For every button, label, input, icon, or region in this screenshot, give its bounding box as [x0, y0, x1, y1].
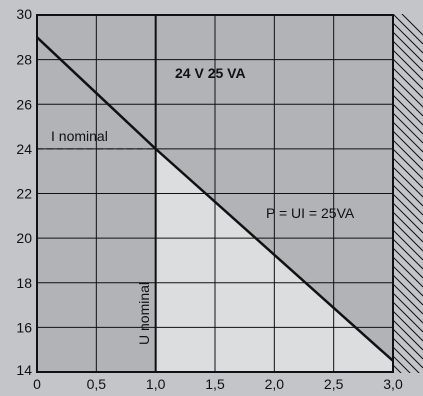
y-tick-label: 20: [16, 230, 32, 246]
hatch-line: [392, 310, 423, 342]
hatch-line: [392, 139, 423, 171]
y-tick-label: 30: [16, 6, 32, 22]
x-tick-label: 2,5: [324, 376, 344, 392]
hatch-line: [392, 193, 423, 225]
plot-frame: [36, 14, 394, 373]
hatch-line: [392, 256, 423, 288]
hatch-line: [392, 130, 423, 162]
hatch-line: [392, 319, 423, 351]
x-tick-label: 3,0: [383, 376, 403, 392]
u-nominal-label: U nominal: [136, 282, 152, 345]
hatch-line: [392, 157, 423, 189]
hatch-line: [392, 13, 423, 45]
y-tick-label: 24: [16, 141, 32, 157]
hatch-line: [392, 40, 423, 72]
hatch-line: [392, 112, 423, 144]
hatch-line: [392, 76, 423, 108]
hatch-line: [392, 211, 423, 243]
series-line: [36, 36, 394, 362]
y-tick-label: 16: [16, 319, 32, 335]
hatch-line: [392, 67, 423, 99]
hatch-mask: [0, 373, 423, 396]
hatch-line: [392, 49, 423, 81]
hatch-mask: [0, 0, 423, 14]
hatch-line: [392, 85, 423, 117]
hatch-line: [392, 184, 423, 216]
y-tick-label: 28: [16, 52, 32, 68]
hatch-line: [392, 202, 423, 234]
hatch-line: [392, 220, 423, 252]
hatch-line: [392, 103, 423, 135]
hatch-line: [392, 229, 423, 261]
y-tick-label: 14: [16, 362, 32, 378]
hatch-line: [392, 148, 423, 180]
y-tick-label: 18: [16, 275, 32, 291]
hatch-line: [392, 22, 423, 54]
x-axis-ticks: 0 0,5 1,0 1,5 2,0 2,5 3,0: [33, 376, 403, 392]
hatch-line: [392, 94, 423, 126]
hatch-line: [392, 31, 423, 63]
hatch-line: [392, 166, 423, 198]
rating-label: 24 V 25 VA: [175, 65, 246, 81]
hatch-line: [392, 283, 423, 315]
x-tick-label: 0,5: [87, 376, 107, 392]
hatch-line: [392, 175, 423, 207]
hatch-line: [392, 274, 423, 306]
x-tick-label: 0: [33, 376, 41, 392]
x-tick-label: 1,5: [205, 376, 225, 392]
hatch-line: [392, 328, 423, 360]
y-axis-ticks: 14 16 18 20 22 24 26 28 30: [16, 6, 32, 378]
power-formula-label: P = UI = 25VA: [266, 205, 355, 221]
hatch-line: [392, 121, 423, 153]
x-tick-label: 2,0: [265, 376, 285, 392]
hatch-line: [392, 337, 423, 369]
x-tick-label: 1,0: [146, 376, 166, 392]
y-tick-label: 22: [16, 186, 32, 202]
hatch-line: [392, 247, 423, 279]
y-tick-label: 26: [16, 96, 32, 112]
hatch-line: [392, 292, 423, 324]
hatch-line: [392, 265, 423, 297]
i-nominal-label: I nominal: [51, 128, 108, 144]
hatch-line: [392, 58, 423, 90]
hatch-line: [392, 301, 423, 333]
hatch-line: [392, 346, 423, 378]
hatch-line: [392, 238, 423, 270]
